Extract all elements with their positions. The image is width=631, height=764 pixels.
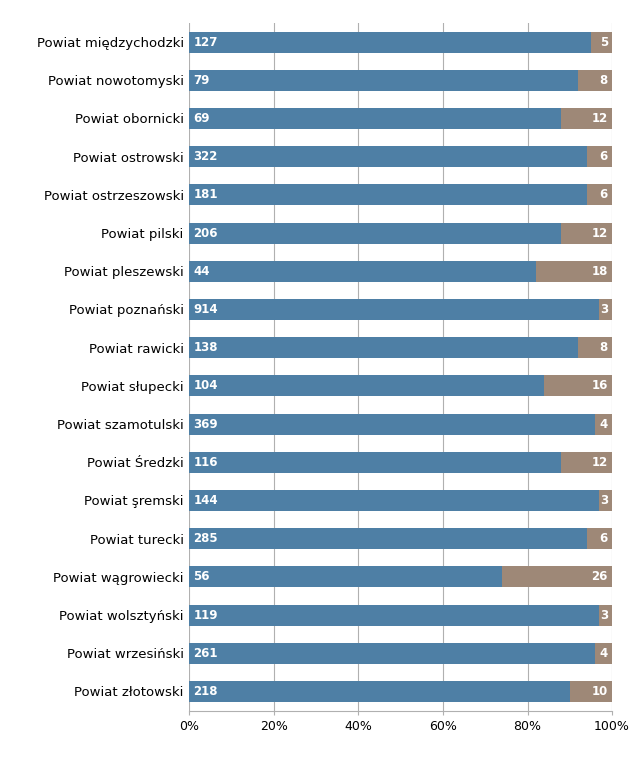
Bar: [545, 375, 612, 397]
Bar: [595, 413, 612, 435]
Bar: [189, 299, 599, 320]
Bar: [189, 681, 570, 702]
Text: 218: 218: [194, 685, 218, 698]
Bar: [562, 452, 612, 473]
Bar: [502, 566, 612, 588]
Text: 3: 3: [599, 608, 608, 622]
Bar: [189, 70, 578, 91]
Text: 4: 4: [599, 417, 608, 431]
Text: 261: 261: [194, 646, 218, 660]
Bar: [189, 413, 595, 435]
Text: 10: 10: [592, 685, 608, 698]
Text: 914: 914: [194, 303, 218, 316]
Bar: [189, 108, 562, 129]
Text: 181: 181: [194, 188, 218, 202]
Text: 6: 6: [599, 188, 608, 202]
Bar: [570, 681, 612, 702]
Bar: [189, 452, 562, 473]
Bar: [578, 70, 612, 91]
Bar: [587, 528, 612, 549]
Text: 56: 56: [194, 570, 210, 584]
Bar: [189, 337, 578, 358]
Bar: [595, 643, 612, 664]
Bar: [578, 337, 612, 358]
Bar: [189, 184, 587, 206]
Text: 127: 127: [194, 35, 218, 49]
Bar: [599, 604, 612, 626]
Text: 144: 144: [194, 494, 218, 507]
Text: 369: 369: [194, 417, 218, 431]
Bar: [562, 108, 612, 129]
Text: 119: 119: [194, 608, 218, 622]
Text: 6: 6: [599, 150, 608, 163]
Text: 12: 12: [592, 455, 608, 469]
Text: 322: 322: [194, 150, 218, 163]
Bar: [599, 299, 612, 320]
Text: 3: 3: [599, 494, 608, 507]
Text: 16: 16: [591, 379, 608, 393]
Text: 12: 12: [592, 112, 608, 125]
Text: 8: 8: [599, 341, 608, 354]
Text: 69: 69: [194, 112, 210, 125]
Text: 12: 12: [592, 226, 608, 240]
Bar: [189, 146, 587, 167]
Bar: [189, 490, 599, 511]
Bar: [591, 31, 612, 53]
Text: 18: 18: [591, 264, 608, 278]
Bar: [189, 261, 536, 282]
Text: 26: 26: [591, 570, 608, 584]
Bar: [189, 566, 502, 588]
Bar: [599, 490, 612, 511]
Text: 285: 285: [194, 532, 218, 545]
Text: 3: 3: [599, 303, 608, 316]
Bar: [587, 146, 612, 167]
Text: 44: 44: [194, 264, 210, 278]
Bar: [587, 184, 612, 206]
Bar: [189, 528, 587, 549]
Bar: [189, 643, 595, 664]
Bar: [189, 375, 545, 397]
Bar: [536, 261, 612, 282]
Text: 6: 6: [599, 532, 608, 545]
Text: 138: 138: [194, 341, 218, 354]
Text: 5: 5: [599, 35, 608, 49]
Text: 206: 206: [194, 226, 218, 240]
Text: 4: 4: [599, 646, 608, 660]
Bar: [189, 222, 562, 244]
Bar: [189, 604, 599, 626]
Bar: [189, 31, 591, 53]
Text: 104: 104: [194, 379, 218, 393]
Text: 116: 116: [194, 455, 218, 469]
Bar: [562, 222, 612, 244]
Text: 79: 79: [194, 73, 210, 87]
Text: 8: 8: [599, 73, 608, 87]
